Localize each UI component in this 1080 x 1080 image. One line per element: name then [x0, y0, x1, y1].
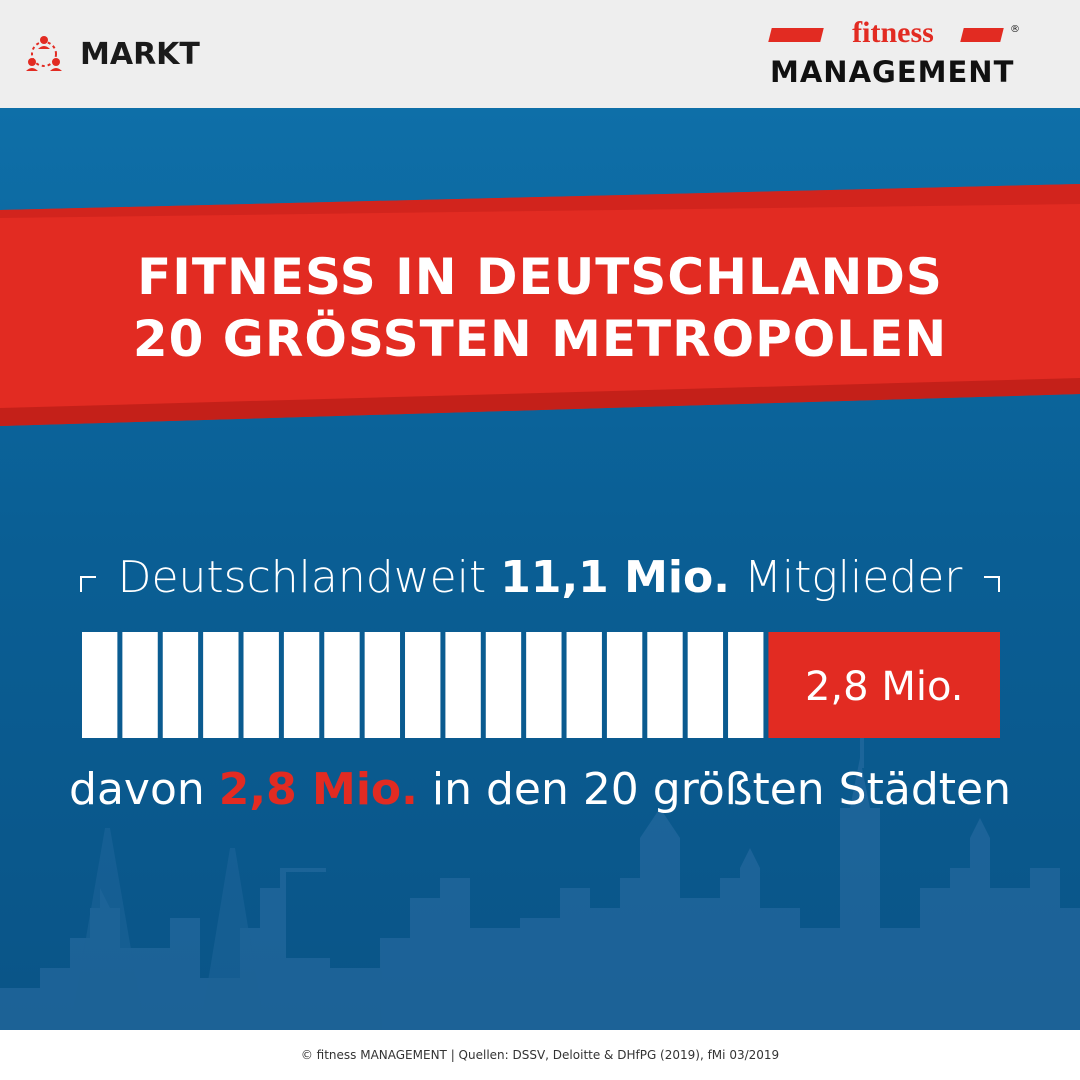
total-prefix: Deutschlandweit [117, 552, 487, 603]
bar-segment-label: 2,8 Mio. [805, 664, 963, 710]
detail-suffix: in den 20 größten Städten [431, 764, 1011, 815]
header-bar: MARKT fitness ® MANAGEMENT [0, 0, 1080, 108]
bar-segment-rest-tick-5 [243, 632, 279, 738]
city-members-line: davon 2,8 Mio. in den 20 größten Städten [0, 758, 1080, 822]
bar-segment-rest-tick-1 [82, 632, 118, 738]
bar-segment-rest-tick-13 [566, 632, 602, 738]
bar-segment-rest-tick-6 [283, 632, 320, 738]
section-tag: MARKT [24, 30, 200, 78]
bar-segment-rest-tick-11 [485, 632, 522, 738]
bar-segment-rest-tick-4 [203, 632, 239, 738]
bar-segment-rest-tick-8 [364, 632, 401, 738]
members-stacked-bar-chart: 2,8 Mio. [82, 632, 1000, 738]
title-line-2: 20 GRÖSSTEN METROPOLEN [132, 310, 948, 368]
people-network-icon [26, 36, 62, 71]
total-suffix: Mitglieder [743, 552, 963, 603]
logo-name: MANAGEMENT [770, 55, 1015, 89]
page-title: FITNESS IN DEUTSCHLANDS 20 GRÖSSTEN METR… [0, 246, 1080, 370]
title-banner [0, 184, 1080, 426]
bar-segment-rest-tick-9 [405, 632, 441, 738]
logo-registered-mark: ® [1010, 24, 1020, 35]
total-value: 11,1 Mio. [500, 552, 730, 603]
bar-segment-rest-tick-2 [122, 632, 158, 738]
brand-logo: fitness ® MANAGEMENT [768, 16, 1020, 96]
detail-prefix: davon [69, 764, 205, 815]
bar-segment-rest-tick-17 [728, 632, 764, 738]
bracket-left-decoration [80, 576, 96, 592]
city-skyline-illustration [0, 708, 1080, 1030]
bar-segment-top-cities [768, 632, 1000, 738]
footer-credits: © fitness MANAGEMENT | Quellen: DSSV, De… [0, 1030, 1080, 1080]
bar-segment-rest-tick-12 [526, 632, 562, 738]
bar-segment-rest-tick-15 [647, 632, 683, 738]
section-label: MARKT [80, 36, 200, 72]
bar-segment-rest-tick-3 [162, 632, 199, 738]
infographic-panel: FITNESS IN DEUTSCHLANDS 20 GRÖSSTEN METR… [0, 108, 1080, 1030]
detail-value: 2,8 Mio. [218, 764, 418, 815]
bracket-right-decoration [984, 576, 1000, 592]
bar-segment-rest-tick-16 [687, 632, 724, 738]
bar-segment-rest-tick-14 [606, 632, 643, 738]
bar-segment-rest-tick-10 [445, 632, 481, 738]
total-members-line: Deutschlandweit 11,1 Mio. Mitglieder [80, 546, 1000, 610]
logo-bar-right [960, 28, 1004, 42]
logo-word: fitness [852, 16, 934, 49]
logo-bar-left [768, 28, 824, 42]
bar-segment-rest-tick-7 [324, 632, 360, 738]
title-line-1: FITNESS IN DEUTSCHLANDS [137, 248, 943, 306]
